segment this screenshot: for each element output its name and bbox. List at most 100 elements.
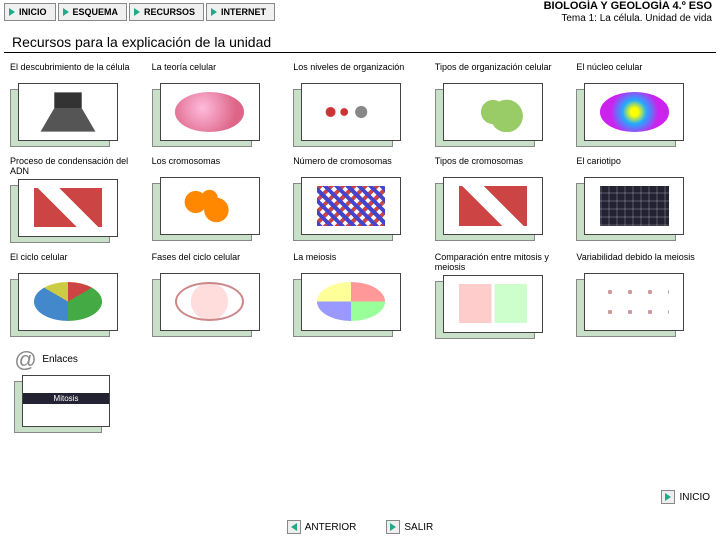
- nav-internet-button[interactable]: INTERNET: [206, 3, 275, 21]
- resource-card[interactable]: Número de cromosomas: [293, 155, 427, 245]
- card-front: [443, 275, 543, 333]
- card-label: Comparación entre mitosis y meiosis: [435, 251, 569, 273]
- nav-label: INICIO: [19, 7, 47, 17]
- card-thumb: [435, 275, 545, 341]
- card-thumb: [10, 273, 120, 339]
- card-front: [584, 177, 684, 235]
- nav-label: INTERNET: [221, 7, 266, 17]
- resource-card[interactable]: Variabilidad debido la meiosis: [576, 251, 710, 341]
- card-thumb: [293, 273, 403, 339]
- card-front: [18, 83, 118, 141]
- anterior-button[interactable]: ANTERIOR: [287, 520, 357, 534]
- card-thumb: [10, 179, 120, 245]
- card-graphic-icon: [600, 186, 669, 225]
- card-thumb: [293, 83, 403, 149]
- card-front: [160, 273, 260, 331]
- resource-card[interactable]: El descubrimiento de la célula: [10, 61, 144, 149]
- at-icon: @: [14, 347, 36, 373]
- card-front: [301, 177, 401, 235]
- card-thumb: [576, 83, 686, 149]
- resource-grid: El descubrimiento de la célula La teoría …: [0, 61, 720, 341]
- resource-card[interactable]: Fases del ciclo celular: [152, 251, 286, 341]
- inicio-button[interactable]: INICIO: [661, 490, 710, 504]
- card-graphic-icon: [34, 188, 103, 227]
- card-graphic-icon: [459, 92, 528, 131]
- card-label: El ciclo celular: [10, 251, 144, 271]
- resource-card[interactable]: El ciclo celular: [10, 251, 144, 341]
- card-label: Variabilidad debido la meiosis: [576, 251, 710, 271]
- button-label: INICIO: [679, 492, 710, 503]
- button-label: SALIR: [404, 522, 433, 533]
- card-graphic-icon: [459, 186, 528, 225]
- card-thumb: [152, 177, 262, 243]
- card-label: Tipos de cromosomas: [435, 155, 569, 175]
- card-front: [443, 83, 543, 141]
- play-icon: [211, 8, 217, 16]
- section-title: Recursos para la explicación de la unida…: [4, 28, 716, 53]
- links-thumb-title: Mitosis: [23, 393, 109, 404]
- card-graphic-icon: [175, 282, 244, 321]
- card-front: [584, 83, 684, 141]
- resource-card[interactable]: Tipos de cromosomas: [435, 155, 569, 245]
- footer-inicio: INICIO: [661, 490, 710, 504]
- top-nav: INICIO ESQUEMA RECURSOS INTERNET BIOLOGÍ…: [0, 0, 720, 24]
- card-front: [443, 177, 543, 235]
- card-front: [160, 83, 260, 141]
- card-graphic-icon: [175, 92, 244, 131]
- back-icon: [287, 520, 301, 534]
- header-title: BIOLOGÍA Y GEOLOGÍA 4.º ESO: [544, 0, 712, 12]
- resource-card[interactable]: El cariotipo: [576, 155, 710, 245]
- card-front: [301, 83, 401, 141]
- resource-card[interactable]: Comparación entre mitosis y meiosis: [435, 251, 569, 341]
- nav-esquema-button[interactable]: ESQUEMA: [58, 3, 128, 21]
- card-label: El descubrimiento de la célula: [10, 61, 144, 81]
- card-thumb: [576, 177, 686, 243]
- play-icon: [661, 490, 675, 504]
- nav-label: ESQUEMA: [73, 7, 119, 17]
- header-subtitle: Tema 1: La célula. Unidad de vida: [544, 13, 712, 24]
- card-thumb: [293, 177, 403, 243]
- resource-card[interactable]: Proceso de condensación del ADN: [10, 155, 144, 245]
- card-front: [18, 179, 118, 237]
- nav-recursos-button[interactable]: RECURSOS: [129, 3, 204, 21]
- links-label: Enlaces: [42, 354, 78, 365]
- resource-card[interactable]: Tipos de organización celular: [435, 61, 569, 149]
- card-graphic-icon: [600, 282, 669, 321]
- footer-bar: ANTERIOR SALIR: [0, 520, 720, 534]
- card-graphic-icon: [34, 282, 103, 321]
- card-front: [584, 273, 684, 331]
- resource-card[interactable]: El núcleo celular: [576, 61, 710, 149]
- resource-card[interactable]: Los niveles de organización: [293, 61, 427, 149]
- play-icon: [63, 8, 69, 16]
- card-thumb: [435, 177, 545, 243]
- card-label: Número de cromosomas: [293, 155, 427, 175]
- card-thumb: [10, 83, 120, 149]
- card-graphic-icon: [34, 92, 103, 131]
- resource-card[interactable]: La teoría celular: [152, 61, 286, 149]
- card-thumb: [435, 83, 545, 149]
- nav-inicio-button[interactable]: INICIO: [4, 3, 56, 21]
- card-graphic-icon: [317, 92, 386, 131]
- card-graphic-icon: [459, 284, 528, 323]
- forward-icon: [386, 520, 400, 534]
- resource-card[interactable]: Los cromosomas: [152, 155, 286, 245]
- card-label: Los cromosomas: [152, 155, 286, 175]
- card-graphic-icon: [600, 92, 669, 131]
- play-icon: [9, 8, 15, 16]
- card-graphic-icon: [175, 186, 244, 225]
- card-label: Tipos de organización celular: [435, 61, 569, 81]
- page-header: BIOLOGÍA Y GEOLOGÍA 4.º ESO Tema 1: La c…: [544, 0, 716, 23]
- nav-label: RECURSOS: [144, 7, 195, 17]
- resource-card[interactable]: La meiosis: [293, 251, 427, 341]
- card-front: [160, 177, 260, 235]
- links-row: @ Enlaces: [0, 341, 720, 375]
- links-card[interactable]: Mitosis: [14, 375, 114, 435]
- card-label: Fases del ciclo celular: [152, 251, 286, 271]
- card-front: [301, 273, 401, 331]
- card-front: [18, 273, 118, 331]
- salir-button[interactable]: SALIR: [386, 520, 433, 534]
- card-label: La meiosis: [293, 251, 427, 271]
- button-label: ANTERIOR: [305, 522, 357, 533]
- card-thumb: [576, 273, 686, 339]
- card-front: Mitosis: [22, 375, 110, 427]
